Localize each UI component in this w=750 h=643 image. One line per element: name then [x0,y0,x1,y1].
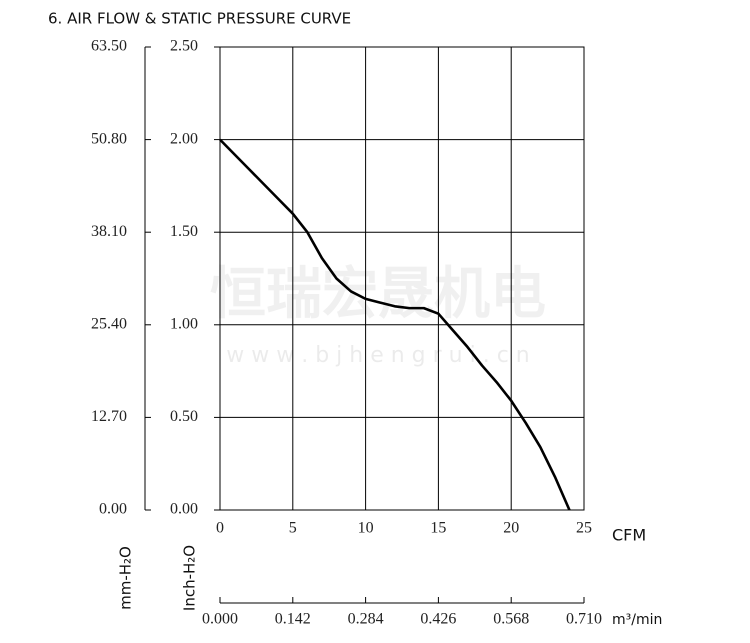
x-tick-label: 5 [289,520,297,537]
x-tick-label: 10 [358,520,374,537]
y-tick-label: 0.00 [170,501,198,518]
y2-tick-label: 12.70 [91,408,127,425]
x2-tick-label: 0.710 [566,611,602,628]
x-tick-label: 20 [503,520,519,537]
y-tick-label: 2.50 [170,38,198,55]
y2-tick-label: 25.40 [91,315,127,332]
chart-title: 6. AIR FLOW & STATIC PRESSURE CURVE [48,10,351,28]
x-tick-label: 0 [216,520,224,537]
x2-axis-title: m³/min [612,612,662,628]
y2-tick-label: 38.10 [91,223,127,240]
y-tick-label: 1.00 [170,315,198,332]
x2-tick-label: 0.000 [202,611,238,628]
x2-tick-label: 0.568 [493,611,529,628]
watermark: 恒瑞宏晟机电 [210,262,546,327]
y-tick-label: 1.50 [170,223,198,240]
curve [219,138,571,511]
x2-tick-label: 0.426 [420,611,456,628]
watermark-url: w w w . b j h e n g r u i . c n [226,343,529,368]
x-tick-label: 15 [430,520,446,537]
y-tick-label: 0.50 [170,408,198,425]
y2-tick-label: 50.80 [91,130,127,147]
y2-axis-title: mm-H₂O [117,546,135,610]
y-axis-title: Inch-H₂O [181,545,199,611]
y2-tick-label: 63.50 [91,38,127,55]
x2-tick-label: 0.142 [275,611,311,628]
x-axis-title: CFM [612,526,646,545]
x-tick-label: 25 [576,520,592,537]
y-tick-label: 2.00 [170,130,198,147]
y2-tick-label: 0.00 [99,501,127,518]
x2-tick-label: 0.284 [348,611,384,628]
